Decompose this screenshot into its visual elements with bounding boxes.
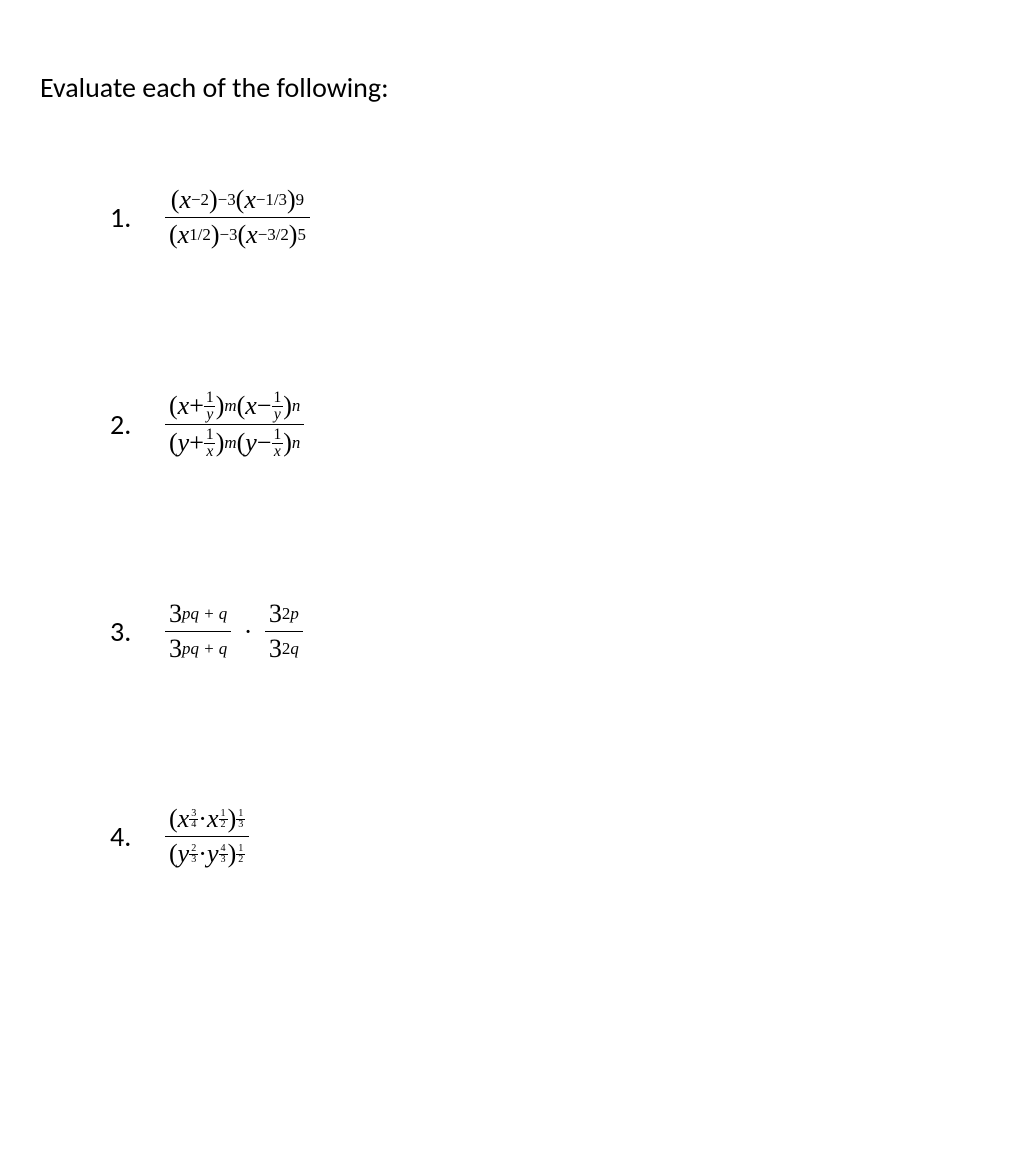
problem-4: 4. (x34 · x12)13 (y23 · y43)12 [110, 804, 983, 869]
problem-1: 1. (x−2)−3 (x−1/3)9 (x1/2)−3 (x−3/2)5 [110, 185, 983, 250]
problem-3-expression: 3pq + q 3pq + q · 32p 32q [165, 599, 303, 664]
problem-2-number: 2. [110, 407, 145, 442]
problem-4-number: 4. [110, 819, 145, 854]
problem-1-number: 1. [110, 200, 145, 235]
problem-3-number: 3. [110, 614, 145, 649]
problem-1-expression: (x−2)−3 (x−1/3)9 (x1/2)−3 (x−3/2)5 [165, 185, 310, 250]
page-title: Evaluate each of the following: [40, 70, 983, 105]
problem-2: 2. (x + 1y)m (x − 1y)n (y + 1x)m (y − 1x… [110, 390, 983, 459]
problem-2-expression: (x + 1y)m (x − 1y)n (y + 1x)m (y − 1x)n [165, 390, 304, 459]
problem-3: 3. 3pq + q 3pq + q · 32p 32q [110, 599, 983, 664]
problem-4-expression: (x34 · x12)13 (y23 · y43)12 [165, 804, 249, 869]
